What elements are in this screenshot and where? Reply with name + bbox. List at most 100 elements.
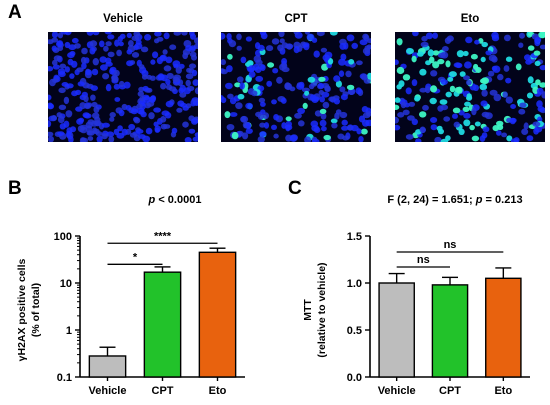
- y-tick-label: 1: [66, 325, 72, 337]
- nucleus-gh2ax-positive: [307, 76, 316, 83]
- nucleus: [194, 132, 198, 138]
- nucleus: [48, 66, 54, 72]
- nucleus: [482, 126, 490, 133]
- nucleus: [303, 43, 310, 51]
- nucleus: [294, 112, 302, 119]
- significance-label: ns: [444, 239, 457, 251]
- nucleus: [273, 133, 279, 139]
- nucleus: [513, 137, 520, 142]
- nucleus: [320, 47, 328, 53]
- nucleus: [437, 105, 444, 112]
- nucleus: [356, 60, 363, 66]
- nucleus: [175, 66, 182, 74]
- nucleus-gh2ax-positive: [462, 50, 469, 57]
- nucleus-gh2ax-positive: [439, 99, 448, 105]
- nucleus: [188, 63, 197, 69]
- nucleus-gh2ax-positive: [535, 79, 541, 86]
- nucleus: [125, 105, 132, 111]
- nucleus: [537, 106, 545, 112]
- nucleus: [446, 35, 454, 42]
- nucleus: [99, 56, 107, 63]
- chart-c-title-p: p: [475, 194, 483, 206]
- nucleus: [109, 116, 115, 122]
- nucleus: [259, 122, 266, 128]
- nucleus: [229, 112, 238, 117]
- nucleus: [263, 122, 270, 129]
- nucleus: [68, 135, 74, 142]
- nucleus: [311, 125, 320, 132]
- nucleus-gh2ax-positive: [527, 76, 534, 84]
- nucleus: [362, 47, 371, 55]
- x-tick-label-cpt: CPT: [439, 385, 461, 397]
- nucleus: [150, 59, 156, 65]
- nucleus: [271, 99, 277, 105]
- nucleus-gh2ax-positive: [464, 101, 471, 107]
- nucleus: [464, 61, 472, 69]
- nucleus-gh2ax-positive: [323, 134, 331, 141]
- nucleus: [247, 67, 255, 73]
- bar-cpt: [143, 271, 182, 378]
- nucleus: [523, 122, 529, 130]
- nucleus: [356, 128, 362, 135]
- x-tick-label-vehicle: Vehicle: [89, 385, 127, 397]
- nucleus: [148, 112, 155, 120]
- nucleus: [66, 127, 73, 135]
- nucleus-gh2ax-positive: [419, 68, 427, 76]
- nucleus: [176, 107, 183, 113]
- nucleus: [133, 32, 141, 37]
- nucleus-gh2ax-positive: [463, 119, 471, 127]
- nucleus: [496, 130, 502, 136]
- nucleus: [194, 87, 198, 95]
- nucleus: [405, 134, 414, 140]
- nucleus: [293, 32, 299, 35]
- nucleus-gh2ax-positive: [432, 50, 440, 56]
- nucleus: [165, 100, 174, 108]
- nucleus: [226, 124, 235, 131]
- nucleus: [331, 122, 338, 129]
- nucleus: [236, 45, 242, 51]
- nucleus: [259, 131, 267, 137]
- significance-label: ns: [417, 254, 430, 266]
- nucleus: [346, 34, 355, 42]
- nucleus-gh2ax-positive: [459, 71, 466, 77]
- nucleus-gh2ax-positive: [458, 128, 465, 135]
- nucleus-gh2ax-positive: [411, 55, 417, 63]
- nucleus: [539, 65, 545, 71]
- nucleus: [521, 128, 529, 135]
- nucleus: [48, 120, 52, 128]
- nucleus: [248, 71, 256, 78]
- nucleus: [154, 125, 161, 133]
- nucleus: [430, 117, 438, 123]
- nucleus-gh2ax-positive: [497, 124, 504, 131]
- nucleus: [411, 79, 418, 87]
- bar-eto: [198, 251, 237, 378]
- nucleus-gh2ax-positive: [466, 93, 472, 100]
- chart-b-gh2ax: p < 0.0001 γH2AX positive cells (% of to…: [16, 194, 245, 397]
- bar-vehicle: [378, 282, 415, 378]
- nucleus: [463, 75, 470, 81]
- nucleus: [339, 42, 347, 50]
- nucleus: [304, 136, 312, 142]
- nucleus-gh2ax-positive: [475, 67, 482, 73]
- nucleus: [276, 76, 283, 84]
- nucleus: [311, 138, 320, 142]
- nucleus: [481, 89, 488, 97]
- nucleus: [228, 40, 237, 48]
- nucleus: [281, 58, 288, 65]
- nucleus: [136, 107, 145, 115]
- nucleus: [272, 68, 279, 74]
- nucleus: [359, 39, 368, 46]
- nucleus: [51, 45, 57, 52]
- nucleus: [161, 110, 170, 116]
- chart-c-mtt: F (2, 24) = 1.651; p = 0.213 MTT (relati…: [302, 194, 530, 397]
- nucleus: [138, 64, 145, 70]
- nucleus: [144, 102, 152, 109]
- nucleus: [419, 127, 426, 133]
- nucleus: [420, 41, 429, 48]
- y-tick-label: 0.5: [347, 325, 362, 337]
- nucleus: [92, 58, 99, 66]
- nucleus: [453, 121, 460, 128]
- nucleus: [138, 134, 146, 139]
- image-label-eto: Eto: [460, 13, 480, 25]
- nucleus: [150, 95, 157, 102]
